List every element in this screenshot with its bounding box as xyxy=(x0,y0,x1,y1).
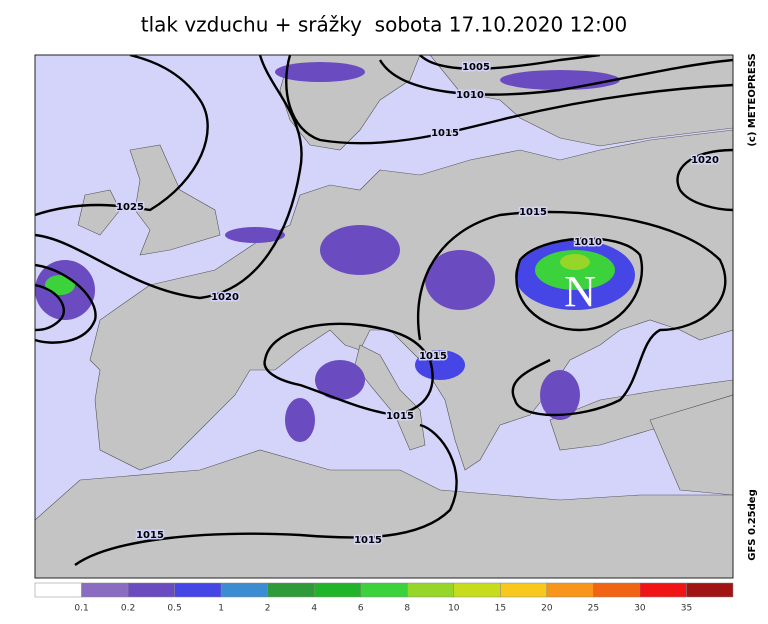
legend-label: 0.2 xyxy=(121,604,135,614)
isobar-label: 1020 xyxy=(211,292,239,303)
land xyxy=(89,129,733,471)
isobars xyxy=(35,55,733,566)
legend-swatch xyxy=(34,582,82,598)
legend-label: 35 xyxy=(681,604,692,614)
land xyxy=(129,144,221,256)
legend-label: 4 xyxy=(311,604,317,614)
isobar-label: 1005 xyxy=(462,62,490,73)
legend-swatch xyxy=(127,582,175,598)
model-label: GFS 0.25deg xyxy=(747,489,758,561)
isobar-label: 1010 xyxy=(456,90,484,101)
legend-label: 2 xyxy=(265,604,271,614)
title: tlak vzduchu + srážky sobota 17.10.2020 … xyxy=(141,13,627,37)
isobar-label: 1015 xyxy=(419,351,447,362)
isobar-label: 1015 xyxy=(519,207,547,218)
legend-label: 0.1 xyxy=(74,604,88,614)
legend-swatch xyxy=(313,582,361,598)
legend-swatch xyxy=(593,582,641,598)
legend-label: 10 xyxy=(448,604,460,614)
legend-label: 30 xyxy=(634,604,646,614)
legend-label: 20 xyxy=(541,604,553,614)
legend-swatch xyxy=(220,582,268,598)
legend-swatch xyxy=(360,582,408,598)
legend-swatch xyxy=(686,582,734,598)
map: 1005 1010 1015 1020 1025 1020 1015 1010 … xyxy=(34,54,734,579)
legend-swatch xyxy=(267,582,315,598)
isobar-label: 1025 xyxy=(116,202,144,213)
legend-label: 25 xyxy=(588,604,599,614)
isobar-label: 1015 xyxy=(136,530,164,541)
land xyxy=(35,449,733,578)
legend-label: 15 xyxy=(495,604,506,614)
legend-label: 0.5 xyxy=(167,604,181,614)
legend: 0.1 0.2 0.5 1 2 4 6 8 10 15 20 25 30 35 xyxy=(34,582,734,614)
isobar-label: 1015 xyxy=(354,535,382,546)
legend-swatch xyxy=(546,582,594,598)
pressure-center-label: N xyxy=(564,267,596,316)
isobar-label: 1010 xyxy=(574,237,602,248)
legend-swatch xyxy=(453,582,501,598)
isobar-label: 1015 xyxy=(431,128,459,139)
isobar-labels: 1005 1010 1015 1020 1025 1020 1015 1010 … xyxy=(115,61,721,548)
legend-swatch xyxy=(639,582,687,598)
legend-swatch xyxy=(500,582,548,598)
legend-swatch xyxy=(81,582,129,598)
legend-swatch xyxy=(407,582,455,598)
isobar-label: 1020 xyxy=(691,155,719,166)
land xyxy=(77,189,121,236)
legend-label: 1 xyxy=(218,604,224,614)
legend-label: 8 xyxy=(404,604,410,614)
land xyxy=(649,394,733,496)
legend-swatch xyxy=(174,582,222,598)
legend-label: 6 xyxy=(358,604,364,614)
credit: (c) METEOPRESS xyxy=(747,53,758,146)
isobar-label: 1015 xyxy=(386,411,414,422)
